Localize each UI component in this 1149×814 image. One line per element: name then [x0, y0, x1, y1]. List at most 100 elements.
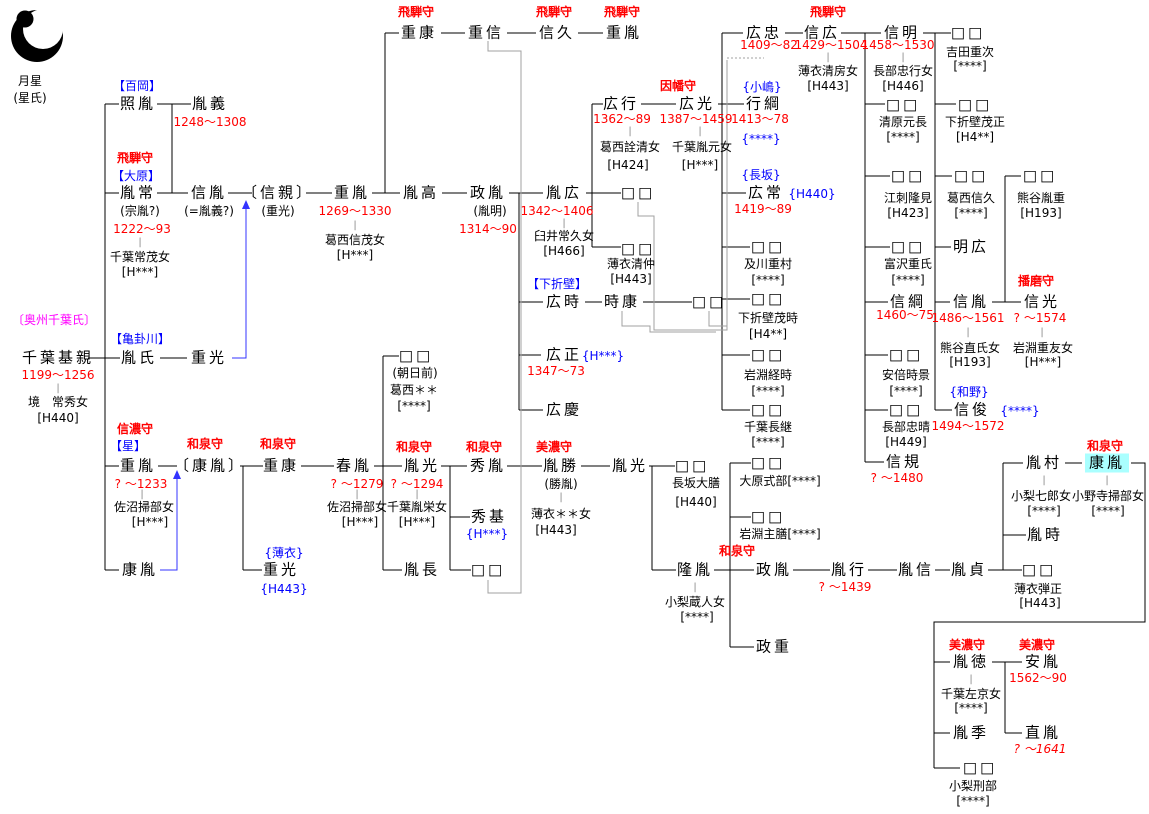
person-name: 安胤 — [1024, 652, 1062, 671]
person-detail: [****] — [1027, 504, 1061, 518]
person-detail: [****] — [751, 435, 785, 449]
person-name: 広忠 — [745, 23, 783, 42]
life-dates: 1347～73 — [527, 364, 585, 378]
person-detail: 千葉常茂女 — [109, 250, 171, 264]
person-name: □□ — [750, 237, 786, 256]
life-dates: 1429～1504 — [794, 38, 868, 52]
life-dates: 1458～1530 — [861, 38, 935, 52]
branch-label: 【亀卦川】 — [109, 332, 171, 346]
person-name: 信規 — [885, 452, 923, 471]
marriage-connector-line — [621, 311, 716, 333]
marriage-connector-line — [487, 41, 522, 594]
person-detail: 葛西＊＊ — [389, 383, 439, 397]
branch-label: 【下折壁】 — [526, 277, 588, 291]
person-name: 広慶 — [545, 400, 583, 419]
person-detail: 千葉左京女 — [940, 687, 1002, 701]
person-detail: (胤明) — [473, 204, 507, 218]
person-name: 春胤 — [335, 456, 373, 475]
person-name: 直胤 — [1024, 723, 1062, 742]
person-name: 重康 — [400, 23, 438, 42]
person-detail: [****] — [954, 701, 988, 715]
life-dates: 1562～90 — [1009, 671, 1067, 685]
person-detail: [****] — [1091, 504, 1125, 518]
person-name: 信胤 — [190, 183, 228, 202]
person-detail: 長部忠晴 — [881, 420, 931, 434]
person-detail: [H443] — [1019, 596, 1061, 610]
person-detail: 岩淵重友女 — [1012, 341, 1074, 355]
person-name: 重光 — [190, 348, 228, 367]
adoption-line — [232, 208, 247, 359]
person-detail: (朝日前) — [392, 366, 438, 380]
person-name: 明広 — [952, 237, 990, 256]
official-title: 和泉守 — [395, 440, 433, 454]
person-detail: [H443] — [807, 79, 849, 93]
life-dates: ? ～1574 — [1013, 311, 1067, 325]
person-name: □□ — [750, 289, 786, 308]
life-dates: 1413～78 — [731, 112, 789, 126]
person-name: 千葉基親 — [21, 348, 95, 367]
person-detail: [H***] — [131, 515, 169, 529]
person-name: 広光 — [678, 94, 716, 113]
person-name: 重胤 — [605, 23, 643, 42]
branch-label: 【星】 — [109, 439, 147, 453]
spouse-connector: | — [415, 489, 419, 500]
life-dates: 1248～1308 — [173, 115, 247, 129]
branch-label: {H***} — [465, 527, 509, 541]
person-name: 広正 — [545, 345, 583, 364]
spouse-connector: | — [1042, 475, 1046, 486]
person-detail: (重光) — [261, 204, 295, 218]
person-name: □□ — [888, 345, 924, 364]
official-title: 和泉守 — [465, 440, 503, 454]
official-title: 飛騨守 — [809, 5, 847, 19]
person-detail: [H4**] — [955, 130, 995, 144]
person-name: 信広 — [803, 23, 841, 42]
person-name: 重光 — [262, 560, 300, 579]
person-detail: 千葉胤栄女 — [386, 500, 448, 514]
person-detail: [H4**] — [748, 327, 788, 341]
person-name: 信胤 — [952, 292, 990, 311]
person-name: 胤光 — [403, 456, 441, 475]
person-name: 秀基 — [470, 507, 508, 526]
person-detail: [H466] — [543, 244, 585, 258]
branch-label: {****} — [741, 132, 781, 146]
official-title: 因幡守 — [659, 79, 697, 93]
person-detail: 小野寺掃部女 — [1071, 489, 1145, 503]
official-title: 飛騨守 — [116, 151, 154, 165]
person-name: 〔信親〕 — [241, 183, 315, 202]
person-name: □□ — [691, 292, 727, 311]
person-detail: [H443] — [610, 272, 652, 286]
person-name: □□ — [1021, 560, 1057, 579]
life-dates: 1409～82 — [740, 38, 798, 52]
person-detail: (勝胤) — [544, 477, 578, 491]
person-name: 胤徳 — [952, 652, 990, 671]
person-detail: 及川重村 — [743, 257, 793, 271]
person-detail: [****] — [889, 384, 923, 398]
official-title: 和泉守 — [259, 437, 297, 451]
person-detail: 月星 — [17, 74, 43, 88]
person-detail: [H443] — [535, 523, 577, 537]
person-detail: [****] — [956, 794, 990, 808]
official-title: 信濃守 — [116, 422, 154, 436]
person-name: □□ — [750, 453, 786, 472]
person-name: □□ — [890, 166, 926, 185]
life-dates: ? ～1279 — [330, 477, 384, 491]
person-name: 政胤 — [469, 183, 507, 202]
person-name: 行綱 — [745, 94, 783, 113]
person-name: 胤長 — [403, 560, 441, 579]
person-detail: 葛西信久 — [946, 191, 996, 205]
person-name: 胤光 — [611, 456, 649, 475]
person-name: 重信 — [467, 23, 505, 42]
person-detail: [H423] — [887, 206, 929, 220]
branch-label: 【大原】 — [111, 169, 161, 183]
person-detail: [H440] — [675, 495, 717, 509]
person-detail: 薄衣弾正 — [1013, 582, 1063, 596]
spouse-connector: | — [901, 52, 905, 63]
spouse-connector: | — [140, 489, 144, 500]
official-title: 播磨守 — [1017, 274, 1055, 288]
spouse-connector: | — [1040, 327, 1044, 338]
person-detail: 小梨刑部 — [948, 779, 998, 793]
person-detail: [****] — [954, 206, 988, 220]
person-detail: (星氏) — [13, 91, 47, 105]
person-detail: 小梨蔵人女 — [664, 595, 726, 609]
official-title: 和泉守 — [186, 437, 224, 451]
